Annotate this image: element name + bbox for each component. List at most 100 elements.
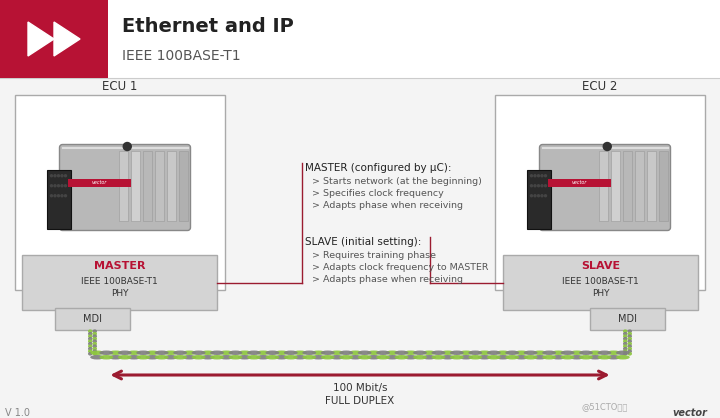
FancyBboxPatch shape (22, 255, 217, 310)
FancyBboxPatch shape (0, 0, 108, 78)
Ellipse shape (623, 329, 628, 333)
Ellipse shape (623, 334, 628, 338)
Circle shape (61, 175, 63, 177)
Ellipse shape (174, 351, 187, 355)
Ellipse shape (515, 351, 528, 355)
FancyBboxPatch shape (60, 145, 191, 230)
Text: SLAVE (initial setting):: SLAVE (initial setting): (305, 237, 421, 247)
Ellipse shape (92, 339, 97, 343)
Text: > Specifies clock frequency: > Specifies clock frequency (312, 189, 444, 198)
Ellipse shape (441, 355, 454, 359)
Ellipse shape (155, 351, 168, 355)
Circle shape (603, 143, 611, 150)
Circle shape (58, 185, 60, 187)
Ellipse shape (459, 351, 473, 355)
Ellipse shape (533, 351, 546, 355)
Ellipse shape (274, 351, 289, 355)
Ellipse shape (422, 351, 436, 355)
FancyBboxPatch shape (55, 308, 130, 330)
FancyBboxPatch shape (131, 150, 140, 221)
FancyBboxPatch shape (179, 150, 188, 221)
Ellipse shape (228, 351, 243, 355)
Text: MDI: MDI (618, 314, 637, 324)
Ellipse shape (628, 342, 632, 346)
Text: > Requires training phase: > Requires training phase (312, 251, 436, 260)
FancyBboxPatch shape (0, 0, 720, 78)
Ellipse shape (623, 347, 628, 351)
Ellipse shape (561, 351, 575, 355)
Circle shape (65, 175, 66, 177)
Ellipse shape (182, 355, 197, 359)
Ellipse shape (623, 339, 628, 343)
Ellipse shape (127, 351, 141, 355)
Ellipse shape (469, 355, 482, 359)
Ellipse shape (99, 355, 113, 359)
Ellipse shape (505, 351, 519, 355)
Ellipse shape (145, 355, 159, 359)
Ellipse shape (192, 351, 205, 355)
Ellipse shape (330, 355, 344, 359)
Text: MASTER (configured by μC):: MASTER (configured by μC): (305, 163, 451, 173)
Ellipse shape (487, 355, 500, 359)
Ellipse shape (628, 332, 632, 336)
Ellipse shape (533, 355, 546, 359)
Ellipse shape (616, 351, 630, 355)
Ellipse shape (88, 347, 92, 351)
Ellipse shape (339, 355, 353, 359)
Ellipse shape (88, 342, 92, 346)
Circle shape (54, 175, 56, 177)
Ellipse shape (431, 351, 446, 355)
FancyBboxPatch shape (167, 150, 176, 221)
Ellipse shape (210, 351, 224, 355)
Ellipse shape (395, 355, 408, 359)
Ellipse shape (441, 351, 454, 355)
Ellipse shape (88, 339, 92, 343)
Ellipse shape (505, 355, 519, 359)
Ellipse shape (385, 351, 399, 355)
Ellipse shape (477, 351, 492, 355)
Ellipse shape (220, 355, 233, 359)
Ellipse shape (164, 351, 178, 355)
Ellipse shape (92, 332, 97, 336)
FancyBboxPatch shape (611, 150, 620, 221)
Circle shape (538, 175, 539, 177)
FancyBboxPatch shape (539, 145, 670, 230)
Text: @51CTO博客: @51CTO博客 (582, 403, 629, 411)
Ellipse shape (127, 355, 141, 359)
Ellipse shape (136, 355, 150, 359)
Ellipse shape (623, 344, 628, 348)
Ellipse shape (302, 355, 316, 359)
Ellipse shape (201, 351, 215, 355)
Ellipse shape (616, 355, 630, 359)
Ellipse shape (92, 342, 97, 346)
Ellipse shape (628, 344, 632, 348)
Ellipse shape (404, 355, 418, 359)
Ellipse shape (459, 355, 473, 359)
Ellipse shape (266, 351, 279, 355)
Ellipse shape (628, 347, 632, 351)
Circle shape (544, 185, 546, 187)
Ellipse shape (256, 355, 270, 359)
Ellipse shape (431, 355, 446, 359)
Ellipse shape (570, 355, 584, 359)
Ellipse shape (321, 355, 335, 359)
Text: ECU 1: ECU 1 (102, 79, 138, 92)
Ellipse shape (88, 337, 92, 341)
Ellipse shape (570, 351, 584, 355)
Circle shape (544, 175, 546, 177)
Circle shape (531, 195, 533, 197)
Text: > Starts network (at the beginning): > Starts network (at the beginning) (312, 177, 482, 186)
Ellipse shape (413, 355, 427, 359)
Circle shape (65, 185, 66, 187)
FancyBboxPatch shape (647, 150, 656, 221)
Ellipse shape (523, 355, 538, 359)
Text: vector: vector (572, 180, 588, 185)
Ellipse shape (92, 347, 97, 351)
Circle shape (50, 195, 53, 197)
Ellipse shape (164, 355, 178, 359)
FancyBboxPatch shape (623, 150, 631, 221)
Text: > Adapts phase when receiving: > Adapts phase when receiving (312, 201, 463, 210)
Text: Ethernet and IP: Ethernet and IP (122, 18, 294, 36)
Text: > Adapts phase when receiving: > Adapts phase when receiving (312, 275, 463, 284)
Ellipse shape (109, 355, 122, 359)
